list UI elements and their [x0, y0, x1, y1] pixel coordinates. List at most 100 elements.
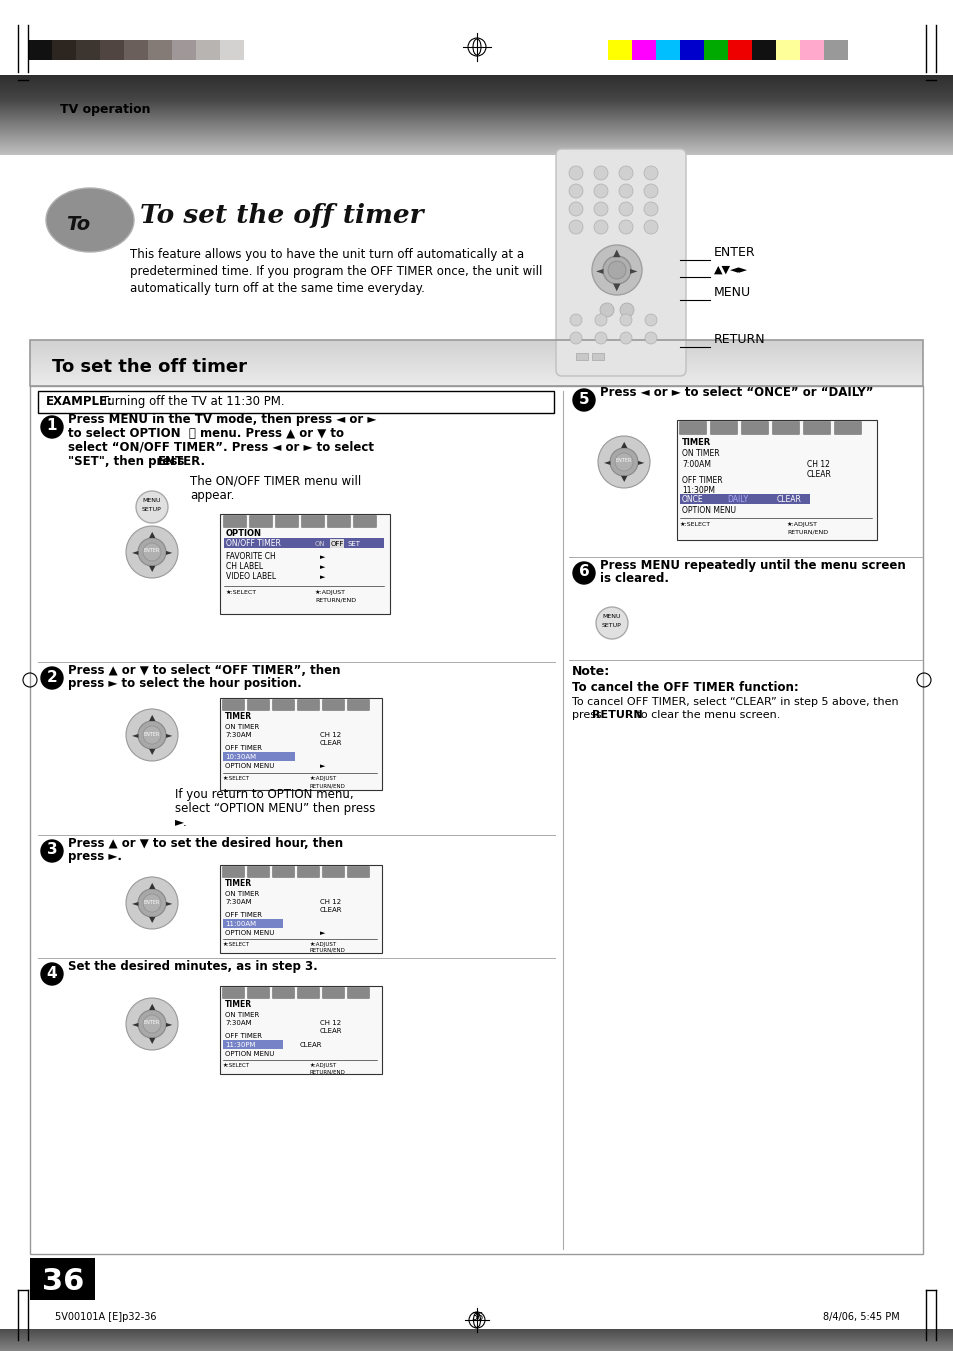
FancyBboxPatch shape	[223, 516, 246, 527]
Text: ON TIMER: ON TIMER	[225, 724, 259, 730]
Text: ►: ►	[166, 1020, 172, 1028]
Circle shape	[568, 184, 582, 199]
Text: ▼: ▼	[613, 282, 620, 292]
Text: RETURN/END: RETURN/END	[786, 530, 827, 535]
Circle shape	[595, 332, 606, 345]
Circle shape	[619, 332, 631, 345]
Text: TIMER: TIMER	[225, 712, 252, 721]
FancyBboxPatch shape	[247, 988, 269, 998]
Circle shape	[618, 166, 633, 180]
Circle shape	[143, 543, 161, 561]
Bar	[148, 41, 172, 59]
Text: Press ▲ or ▼ to select “OFF TIMER”, then: Press ▲ or ▼ to select “OFF TIMER”, then	[68, 663, 340, 677]
Circle shape	[643, 203, 658, 216]
Text: RETURN/END: RETURN/END	[314, 598, 355, 603]
Text: Press ▲ or ▼ to set the desired hour, then: Press ▲ or ▼ to set the desired hour, th…	[68, 838, 343, 850]
FancyBboxPatch shape	[354, 516, 376, 527]
Text: ONCE: ONCE	[681, 494, 703, 504]
Bar	[220, 41, 244, 59]
Circle shape	[136, 490, 168, 523]
Text: ►: ►	[319, 929, 325, 936]
Bar	[592, 353, 603, 359]
Ellipse shape	[46, 188, 133, 253]
Bar	[576, 353, 587, 359]
Circle shape	[569, 332, 581, 345]
Circle shape	[568, 220, 582, 234]
Circle shape	[41, 667, 63, 689]
Bar	[703, 41, 727, 59]
Bar	[195, 41, 220, 59]
Text: ON TIMER: ON TIMER	[225, 892, 259, 897]
Circle shape	[618, 184, 633, 199]
Text: ENTER.: ENTER.	[158, 455, 206, 467]
FancyBboxPatch shape	[740, 422, 768, 435]
Text: The ON/OFF TIMER menu will: The ON/OFF TIMER menu will	[190, 474, 361, 486]
Text: ON: ON	[314, 540, 325, 547]
Text: ►: ►	[319, 574, 325, 580]
Text: ►.: ►.	[174, 816, 188, 830]
Circle shape	[599, 303, 614, 317]
Text: ENTER: ENTER	[144, 1020, 160, 1025]
Circle shape	[138, 721, 166, 748]
Circle shape	[643, 184, 658, 199]
Bar	[751, 41, 775, 59]
FancyBboxPatch shape	[347, 988, 369, 998]
Text: RETURN: RETURN	[713, 332, 765, 346]
Text: ◄: ◄	[132, 898, 138, 908]
Text: ►: ►	[166, 898, 172, 908]
Text: to select OPTION   menu. Press ▲ or ▼ to: to select OPTION  menu. Press ▲ or ▼ to	[68, 427, 344, 440]
Text: OPTION MENU: OPTION MENU	[681, 507, 735, 515]
Text: TIMER: TIMER	[225, 880, 252, 888]
Bar	[244, 41, 268, 59]
Circle shape	[573, 562, 595, 584]
Text: CLEAR: CLEAR	[806, 470, 831, 480]
Text: MENU: MENU	[143, 499, 161, 503]
Text: CH 12: CH 12	[319, 1020, 341, 1025]
Text: SETUP: SETUP	[142, 507, 162, 512]
Text: If you return to OPTION menu,: If you return to OPTION menu,	[174, 788, 354, 801]
Text: "SET", then press: "SET", then press	[68, 455, 189, 467]
Bar	[52, 41, 76, 59]
Text: OPTION MENU: OPTION MENU	[225, 929, 274, 936]
Text: 4: 4	[47, 966, 57, 981]
Text: ►: ►	[166, 547, 172, 557]
Bar	[220, 513, 390, 613]
Circle shape	[41, 963, 63, 985]
FancyBboxPatch shape	[322, 988, 344, 998]
Text: ►: ►	[319, 563, 325, 570]
Text: ★:ADJUST: ★:ADJUST	[310, 1063, 336, 1069]
Text: ▼: ▼	[149, 1036, 155, 1046]
Bar	[631, 41, 656, 59]
Text: SETUP: SETUP	[601, 623, 621, 628]
Text: to clear the menu screen.: to clear the menu screen.	[633, 711, 780, 720]
Text: CH 12: CH 12	[806, 459, 829, 469]
Bar	[224, 538, 384, 549]
Circle shape	[644, 332, 657, 345]
Text: ★:SELECT: ★:SELECT	[223, 1063, 250, 1069]
FancyBboxPatch shape	[347, 700, 369, 711]
Circle shape	[573, 389, 595, 411]
Text: press ► to select the hour position.: press ► to select the hour position.	[68, 677, 301, 690]
FancyBboxPatch shape	[327, 516, 350, 527]
Text: 36: 36	[42, 1267, 84, 1297]
Text: To cancel the OFF TIMER function:: To cancel the OFF TIMER function:	[572, 681, 798, 694]
Text: 11:30PM: 11:30PM	[681, 486, 714, 494]
Text: 3: 3	[47, 843, 57, 858]
Text: ★:SELECT: ★:SELECT	[679, 521, 710, 527]
Text: ▼: ▼	[149, 916, 155, 924]
Circle shape	[138, 1011, 166, 1038]
Bar	[223, 753, 294, 761]
Circle shape	[595, 313, 606, 326]
Text: ON/OFF TIMER: ON/OFF TIMER	[226, 539, 280, 549]
Text: FAVORITE CH: FAVORITE CH	[226, 553, 275, 561]
Text: TIMER: TIMER	[225, 1000, 252, 1009]
Text: ▲▼◄►: ▲▼◄►	[713, 265, 747, 276]
Circle shape	[41, 416, 63, 438]
Text: CLEAR: CLEAR	[319, 907, 342, 913]
Circle shape	[598, 436, 649, 488]
Text: ▼: ▼	[149, 747, 155, 757]
Text: ENTER: ENTER	[144, 549, 160, 554]
FancyBboxPatch shape	[273, 866, 294, 878]
Text: ★:ADJUST: ★:ADJUST	[310, 775, 336, 781]
Text: CLEAR: CLEAR	[299, 1042, 322, 1048]
